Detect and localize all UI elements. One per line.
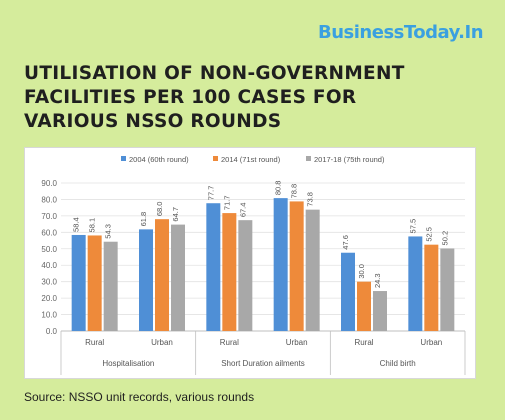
legend-swatch-2 <box>213 156 218 161</box>
bar-1-1 <box>71 234 86 331</box>
bar-3-4 <box>305 209 320 331</box>
data-label: 58.1 <box>88 218 97 233</box>
bar-3-6 <box>440 248 455 331</box>
bar-2-1 <box>87 235 102 331</box>
data-label: 71.7 <box>222 195 231 210</box>
bar-1-2 <box>139 229 153 331</box>
data-label: 73.8 <box>306 192 315 207</box>
bar-chart: 2004 (60th round) 2014 (71st round) 2017-1… <box>41 155 466 375</box>
data-label: 54.3 <box>104 224 113 239</box>
bar-1-4 <box>273 198 288 331</box>
legend-swatch-3 <box>306 156 311 161</box>
bar-2-3 <box>222 213 237 331</box>
bar-3-3 <box>238 220 253 331</box>
data-label: 30.0 <box>357 264 366 279</box>
x-tick-label: Rural <box>85 338 104 347</box>
bar-2-2 <box>155 219 169 331</box>
data-label: 77.7 <box>206 186 215 201</box>
data-label: 50.2 <box>440 231 449 246</box>
data-label: 24.3 <box>373 273 382 288</box>
bar-1-3 <box>206 203 221 331</box>
title-line-1: UTILISATION OF NON-GOVERNMENT <box>24 63 405 84</box>
data-label: 52.5 <box>424 227 433 242</box>
bar-2-4 <box>289 201 304 331</box>
y-tick-label: 40.0 <box>41 261 57 270</box>
data-label: 78.8 <box>290 184 299 199</box>
legend-label-2: 2014 (71st round) <box>221 155 281 164</box>
group-label: Short Duration ailments <box>221 359 305 368</box>
y-tick-label: 60.0 <box>41 228 57 237</box>
legend-label-1: 2004 (60th round) <box>129 155 189 164</box>
data-label: 57.5 <box>408 219 417 234</box>
y-tick-label: 50.0 <box>41 245 57 254</box>
chart-title: UTILISATION OF NON-GOVERNMENT FACILITIES… <box>24 62 494 134</box>
x-tick-label: Urban <box>420 338 442 347</box>
data-label: 64.7 <box>171 207 180 222</box>
x-tick-label: Urban <box>286 338 308 347</box>
y-tick-label: 30.0 <box>41 278 57 287</box>
data-label: 47.6 <box>341 235 350 250</box>
bar-3-5 <box>373 291 387 331</box>
chart-panel: 2004 (60th round) 2014 (71st round) 2017-1… <box>24 147 476 379</box>
source-note: Source: NSSO unit records, various round… <box>24 390 255 404</box>
data-label: 80.8 <box>274 181 283 196</box>
bar-1-6 <box>408 236 423 331</box>
bar-2-6 <box>424 244 439 331</box>
y-tick-label: 80.0 <box>41 195 57 204</box>
title-line-3: VARIOUS NSSO ROUNDS <box>24 111 282 132</box>
x-tick-label: Rural <box>220 338 239 347</box>
data-label: 67.4 <box>238 203 247 218</box>
data-label: 58.4 <box>72 217 81 232</box>
data-label: 68.0 <box>155 202 164 217</box>
brand-logo: BusinessToday.In <box>318 22 484 43</box>
x-tick-label: Urban <box>151 338 173 347</box>
group-label: Child birth <box>380 359 416 368</box>
bar-3-2 <box>171 224 185 331</box>
y-tick-label: 20.0 <box>41 294 57 303</box>
y-tick-label: 0.0 <box>46 327 58 336</box>
legend-swatch-1 <box>121 156 126 161</box>
data-label: 61.8 <box>139 212 148 227</box>
y-tick-label: 70.0 <box>41 212 57 221</box>
y-tick-label: 10.0 <box>41 311 57 320</box>
x-tick-label: Rural <box>354 338 373 347</box>
bar-3-1 <box>103 241 118 331</box>
bar-2-5 <box>357 281 371 331</box>
group-label: Hospitalisation <box>102 359 154 368</box>
bar-1-5 <box>341 252 355 331</box>
y-tick-label: 90.0 <box>41 179 57 188</box>
title-line-2: FACILITIES PER 100 CASES FOR <box>24 87 357 108</box>
legend-label-3: 2017-18 (75th round) <box>314 155 385 164</box>
